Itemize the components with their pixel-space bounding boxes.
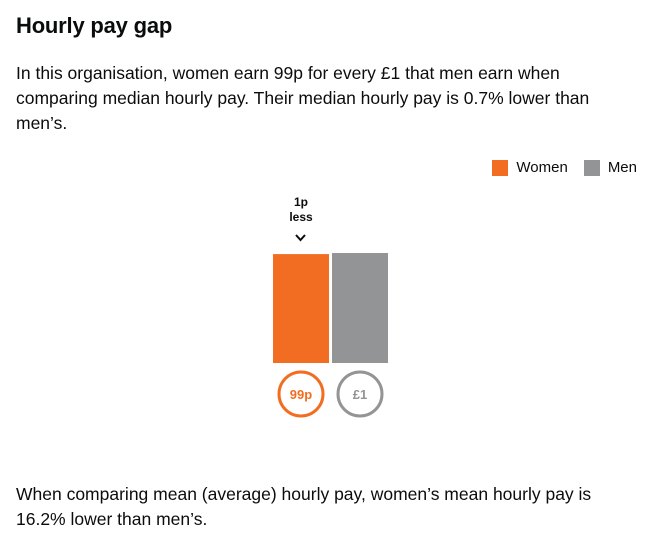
value-badge-women — [277, 370, 325, 418]
legend-label-men: Men — [607, 159, 637, 176]
legend-label-women: Women — [516, 159, 568, 176]
bar-men — [332, 253, 388, 363]
mean-pay-summary: When comparing mean (average) hourly pay… — [16, 484, 592, 529]
bars — [273, 253, 388, 363]
bar-women — [273, 254, 329, 363]
bar-value-labels: 99p £1 — [277, 370, 384, 418]
median-pay-summary: In this organisation, women earn 99p for… — [16, 63, 590, 133]
value-label-women: 99p — [290, 387, 312, 402]
legend-swatch-men — [583, 160, 600, 176]
value-badge-men — [336, 370, 384, 418]
value-label-men: £1 — [353, 387, 367, 402]
section-heading: Hourly pay gap — [16, 13, 173, 38]
chart-legend: Women Men — [476, 158, 637, 178]
annotation-line-2: less — [289, 210, 313, 224]
pay-gap-bar-chart: 1p less 99p £1 — [273, 195, 388, 418]
legend-item-women: Women — [492, 158, 568, 178]
annotation-line-1: 1p — [294, 195, 308, 209]
legend-item-men: Men — [583, 158, 637, 178]
chevron-down-icon — [295, 234, 306, 242]
annotation: 1p less — [289, 195, 313, 242]
legend-swatch-women — [492, 160, 509, 176]
